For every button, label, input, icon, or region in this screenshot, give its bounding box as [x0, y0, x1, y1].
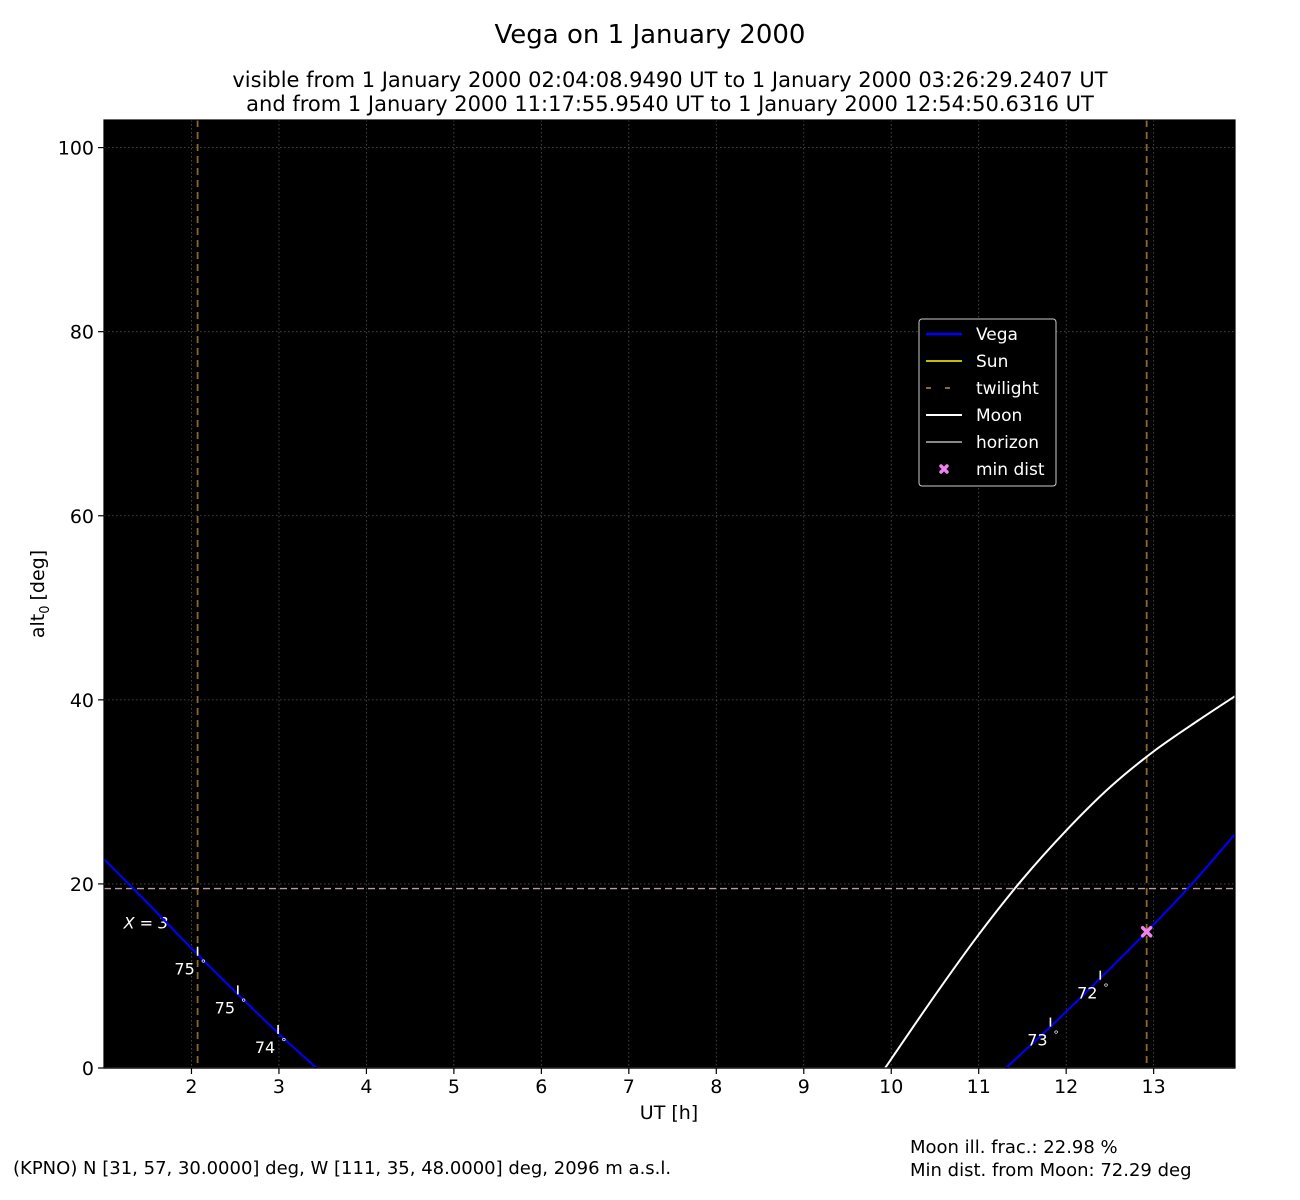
- y-axis-label-unit: [deg]: [27, 550, 49, 601]
- x-tick-label: 6: [535, 1076, 547, 1098]
- angle-label: 75: [174, 960, 194, 979]
- angle-label: 75: [215, 998, 235, 1017]
- angle-degree-sign: °: [1103, 982, 1109, 995]
- airmass-label: X = 3: [123, 914, 169, 933]
- angle-degree-sign: °: [1053, 1029, 1059, 1042]
- legend: Vega Sun twilight Moon horizon min dist: [918, 318, 1057, 487]
- min-dist-marker: [1140, 926, 1153, 938]
- y-tick-label: 100: [58, 138, 94, 160]
- y-tick-label: 0: [82, 1058, 94, 1080]
- x-tick-label: 13: [1142, 1076, 1166, 1098]
- moon-info: Moon ill. frac.: 22.98 % Min dist. from …: [910, 1136, 1192, 1182]
- chart-subtitle-line-2: and from 1 January 2000 11:17:55.9540 UT…: [246, 92, 1094, 116]
- legend-entry: horizon: [976, 433, 1039, 453]
- moon-illumination: Moon ill. frac.: 22.98 %: [910, 1137, 1118, 1158]
- x-axis-label: UT [h]: [640, 1102, 698, 1124]
- plot-area: [104, 120, 1235, 1068]
- angle-label: 73: [1027, 1031, 1047, 1050]
- y-tick-label: 20: [70, 874, 94, 896]
- angle-degree-sign: °: [281, 1036, 287, 1049]
- y-axis-label-sub: 0: [38, 605, 53, 613]
- y-tick-label: 60: [70, 506, 94, 528]
- x-tick-label: 9: [798, 1076, 810, 1098]
- x-tick-label: 7: [623, 1076, 635, 1098]
- legend-entry: twilight: [976, 379, 1039, 399]
- chart-subtitle-line-1: visible from 1 January 2000 02:04:08.949…: [232, 68, 1108, 92]
- x-tick-label: 8: [710, 1076, 722, 1098]
- axis-layer: 2 3 4 5 6 7 8 9 10 11 12 13 0 20 40 60 80 100: [58, 119, 1236, 1098]
- x-tick-label: 2: [185, 1076, 197, 1098]
- legend-entry: Moon: [976, 406, 1022, 426]
- legend-entry: Vega: [976, 325, 1018, 345]
- series-line-vega: [103, 858, 318, 1069]
- y-axis-label: alt0 [deg]: [27, 550, 53, 638]
- angle-label: 72: [1077, 984, 1097, 1003]
- angle-degree-sign: °: [201, 958, 207, 971]
- x-tick-label: 5: [448, 1076, 460, 1098]
- angle-degree-sign: °: [241, 996, 247, 1009]
- series-line-moon: [884, 695, 1236, 1069]
- y-tick-label: 40: [70, 690, 94, 712]
- legend-entry: Sun: [976, 352, 1008, 372]
- x-tick-label: 12: [1054, 1076, 1078, 1098]
- legend-entry: min dist: [976, 460, 1045, 480]
- x-tick-label: 10: [879, 1076, 903, 1098]
- x-tick-label: 11: [967, 1076, 991, 1098]
- legend-swatch-marker: [939, 464, 949, 474]
- x-tick-label: 4: [360, 1076, 372, 1098]
- chart-title: Vega on 1 January 2000: [494, 20, 806, 50]
- x-tick-label: 3: [273, 1076, 285, 1098]
- y-tick-label: 80: [70, 322, 94, 344]
- moon-min-distance: Min dist. from Moon: 72.29 deg: [910, 1160, 1192, 1181]
- series-line-vega: [1005, 833, 1236, 1069]
- y-axis-label-base: alt: [27, 614, 49, 638]
- plot-frame: [103, 119, 1236, 1069]
- observatory-location: (KPNO) N [31, 57, 30.0000] deg, W [111, …: [13, 1158, 672, 1179]
- angle-label: 74: [255, 1038, 275, 1057]
